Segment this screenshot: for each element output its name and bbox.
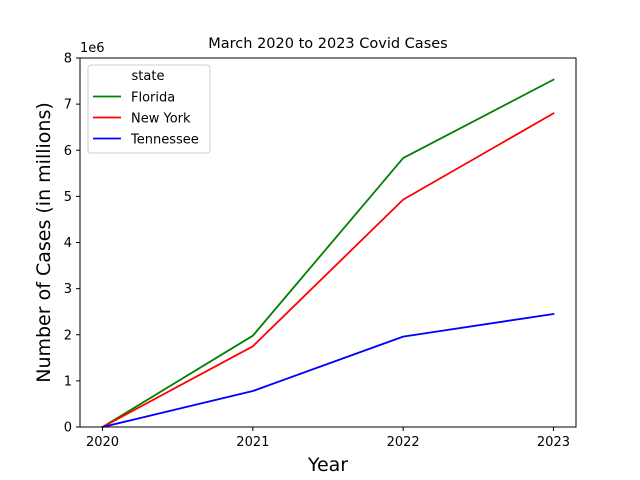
legend-label-new-york: New York	[131, 112, 191, 127]
y-tick-label: 1	[64, 374, 72, 389]
x-axis-label: Year	[307, 454, 348, 476]
y-tick-label: 5	[64, 190, 72, 205]
y-tick-label: 7	[64, 98, 72, 113]
y-axis-label: Number of Cases (in millions)	[33, 102, 55, 383]
x-tick-label: 2022	[387, 435, 420, 450]
series-line-florida	[101, 78, 555, 429]
legend-title: state	[132, 69, 165, 84]
y-tick-label: 6	[64, 144, 72, 159]
y-tick-label: 2	[64, 328, 72, 343]
legend-label-florida: Florida	[131, 91, 175, 106]
legend-label-tennessee: Tennessee	[130, 133, 199, 148]
chart-title: March 2020 to 2023 Covid Cases	[208, 36, 447, 52]
legend: state Florida New York Tennessee	[87, 64, 211, 154]
x-tick-label: 2020	[86, 435, 119, 450]
x-tick-label: 2023	[537, 435, 570, 450]
series-line-tennessee	[101, 312, 555, 429]
y-tick-label: 0	[64, 421, 72, 436]
y-axis: 0 1 2 3 4 5 6 7 8	[64, 52, 80, 436]
x-tick-label: 2021	[236, 435, 269, 450]
series-line-new-york	[101, 112, 555, 429]
x-axis: 2020 2021 2022 2023	[86, 427, 570, 450]
legend-box	[87, 64, 211, 154]
y-axis-offset-text: 1e6	[80, 41, 105, 56]
y-tick-label: 4	[64, 236, 72, 251]
y-tick-label: 3	[64, 282, 72, 297]
series-layer	[101, 78, 555, 429]
y-tick-label: 8	[64, 52, 72, 67]
